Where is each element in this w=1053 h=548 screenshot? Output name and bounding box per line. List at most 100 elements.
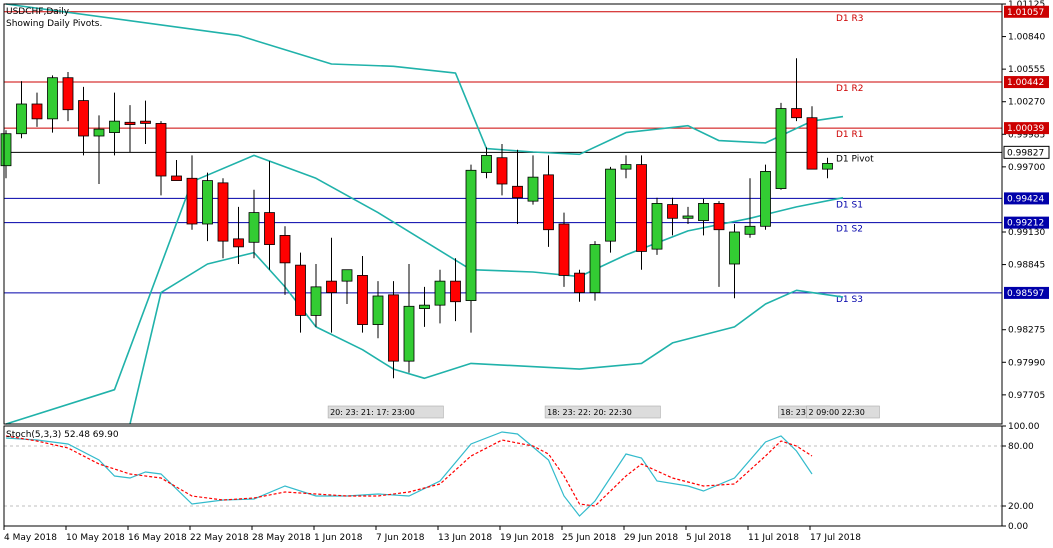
session-label-0: 20: 23: 21: 17: 23:00 [330, 408, 415, 417]
price-tick-label-4: 0.99985 [1008, 130, 1045, 140]
candle-33 [512, 149, 523, 224]
candle-36 [558, 212, 570, 287]
candle-21 [326, 237, 337, 333]
candle-35 [543, 155, 554, 247]
candle-37 [574, 269, 585, 302]
candle-45 [698, 198, 709, 236]
candle-14 [217, 178, 229, 259]
pivot-tag-value-4: 0.99424 [1007, 194, 1044, 204]
pivot-price-tags: 1.01057 1.00442 1.00039 0.99827 0.99424 0.992… [1003, 5, 1050, 299]
indicator-note: Showing Daily Pivots. [6, 19, 102, 29]
pivot-tag-0: 1.01057 [1004, 5, 1049, 18]
candle-body-17 [264, 212, 275, 245]
pivot-tag-box-2 [1004, 122, 1049, 135]
pivot-name-0: D1 R3 [836, 14, 864, 24]
candle-26 [403, 264, 415, 373]
session-box-3 [806, 405, 880, 419]
time-axis: 4 May 2018 10 May 2018 16 May 2018 22 May 2… [3, 526, 861, 543]
pivot-tag-value-2: 1.00039 [1007, 124, 1044, 134]
time-tick-label-2: 16 May 2018 [128, 533, 187, 543]
price-tick-label-5: 0.99700 [1008, 163, 1045, 173]
candle-1 [16, 81, 27, 139]
candle-body-40 [620, 164, 632, 170]
candle-body-0 [0, 133, 12, 167]
candle-body-43 [667, 204, 678, 219]
stochastic-pane[interactable]: Stoch(5,3,3) 52.48 69.90 [4, 430, 1002, 517]
candle-body-36 [558, 223, 570, 276]
candle-30 [465, 164, 477, 333]
pivot-name-6: D1 S3 [836, 295, 863, 305]
candle-body-11 [171, 175, 182, 181]
candle-body-53 [822, 163, 833, 170]
price-axis: 1.01125 1.00840 1.00555 1.00270 0.99985 0.997… [1002, 0, 1045, 401]
pivot-tag-value-3: 0.99827 [1007, 148, 1044, 158]
candle-27 [419, 286, 430, 327]
candle-body-35 [543, 174, 554, 231]
pivot-tag-box-0 [1004, 5, 1049, 18]
time-tick-label-5: 1 Jun 2018 [314, 533, 363, 543]
pivot-name-3: D1 Pivot [836, 154, 874, 164]
candle-body-18 [279, 235, 291, 264]
candle-body-8 [124, 121, 136, 125]
price-tick-label-7: 0.98845 [1008, 261, 1045, 271]
stoch-tick-label-1: 80.00 [1008, 442, 1034, 452]
candle-15 [233, 206, 244, 264]
candle-17 [264, 161, 275, 270]
price-pane-frame [3, 3, 1003, 425]
candle-2 [31, 92, 43, 127]
pivot-levels: D1 R3 D1 R2 D1 R1 D1 Pivot D1 S1 D1 S2 D1 S3 [4, 11, 1002, 305]
pivot-tag-box-1 [1004, 76, 1049, 89]
pivot-tag-box-4 [1004, 192, 1049, 205]
price-tick-label-0: 1.01125 [1008, 0, 1045, 10]
candle-48 [744, 178, 756, 238]
candle-body-15 [233, 238, 244, 248]
candle-body-19 [295, 264, 306, 316]
candle-body-38 [589, 244, 601, 293]
candle-41 [636, 155, 647, 270]
stoch-tick-label-3: 0.00 [1008, 522, 1028, 532]
candle-50 [775, 102, 787, 190]
candle-body-22 [341, 269, 353, 282]
candle-body-6 [93, 128, 105, 137]
candle-body-21 [326, 280, 337, 293]
candle-body-31 [481, 155, 492, 173]
candle-3 [47, 75, 58, 133]
pivot-tag-value-5: 0.99212 [1007, 219, 1044, 229]
stoch-tick-label-0: 100.00 [1008, 422, 1040, 432]
price-pane[interactable]: D1 R3 D1 R2 D1 R1 D1 Pivot D1 S1 D1 S2 D1 S3 2… [0, 3, 1002, 425]
candle-body-49 [760, 171, 771, 227]
candle-body-20 [310, 286, 322, 316]
candle-43 [667, 197, 678, 236]
candle-32 [496, 144, 508, 196]
candle-body-2 [31, 103, 43, 120]
pivot-tag-4: 0.99424 [1004, 192, 1049, 205]
candle-body-1 [16, 103, 27, 135]
pivot-tag-box-3 [1003, 145, 1050, 159]
candle-body-14 [217, 182, 229, 242]
candle-47 [729, 224, 740, 299]
candle-body-25 [388, 294, 399, 362]
price-tick-label-6: 0.99130 [1008, 228, 1045, 238]
session-box-0 [327, 405, 444, 419]
time-tick-label-0: 4 May 2018 [4, 533, 57, 543]
candle-5 [78, 86, 89, 156]
candle-body-23 [357, 275, 368, 325]
candle-body-9 [140, 120, 151, 124]
candle-12 [186, 155, 198, 230]
candle-9 [140, 100, 151, 144]
pivot-name-5: D1 S2 [836, 225, 863, 235]
session-label-2: 18: 23:30 [780, 408, 818, 417]
price-tick-label-1: 1.00840 [1008, 33, 1045, 43]
candle-24 [372, 281, 384, 339]
pivot-name-2: D1 R1 [836, 130, 864, 140]
pivot-tag-5: 0.99212 [1004, 216, 1049, 229]
pivot-tag-6: 0.98597 [1004, 286, 1049, 299]
candle-body-46 [713, 203, 725, 231]
bollinger-middle [5, 154, 844, 425]
candle-53 [822, 157, 833, 179]
candle-29 [450, 258, 461, 322]
time-tick-label-10: 29 Jun 2018 [624, 533, 678, 543]
pivot-tag-3: 0.99827 [1003, 145, 1050, 159]
candle-13 [202, 172, 213, 242]
